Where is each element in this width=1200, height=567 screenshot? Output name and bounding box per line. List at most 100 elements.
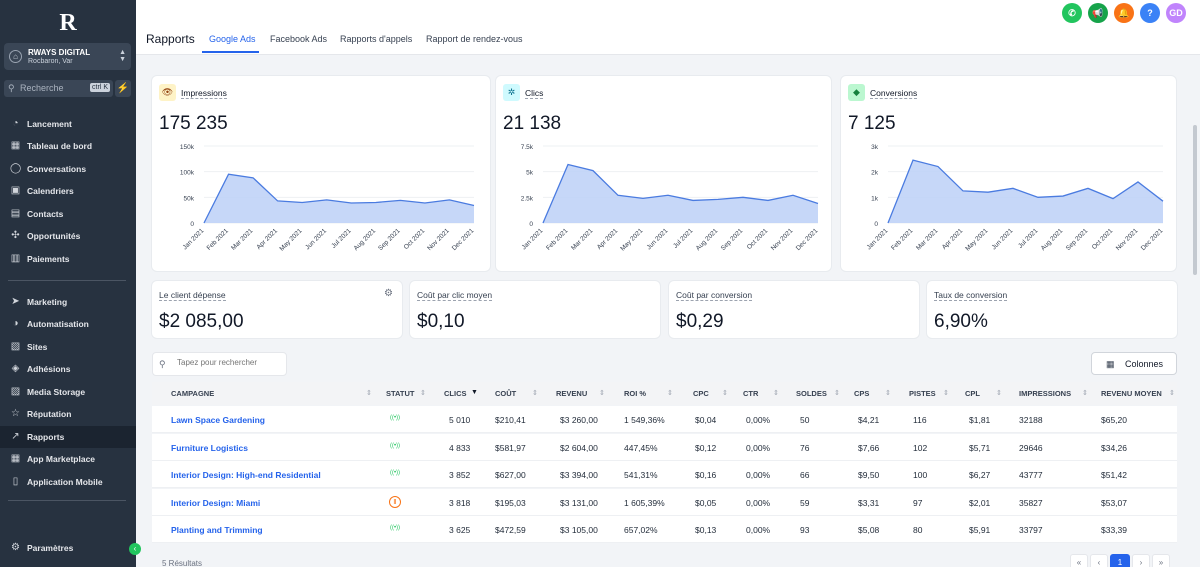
marketplace-icon: ▦	[10, 453, 21, 464]
sort-icon[interactable]: ⇕	[667, 390, 673, 397]
sort-icon[interactable]: ⇕	[366, 390, 372, 397]
x-tick-label: Dec 2021	[1140, 227, 1165, 252]
table-row[interactable]: Planting and Trimming ((•)) 3 625 $472,59 $3…	[152, 516, 1177, 543]
sidebar-item-label: Opportunités	[27, 231, 81, 241]
sidebar-item-sites[interactable]: ▧ Sites	[0, 336, 136, 358]
sort-icon[interactable]: ⇕	[834, 390, 840, 397]
tab-facebook-ads[interactable]: Facebook Ads	[270, 34, 328, 44]
sidebar-item-lancement[interactable]: ◔ Lancement	[0, 113, 136, 135]
header-avg-revenue[interactable]: REVENU MOYEN	[1101, 389, 1162, 398]
table-cell-revenu-moyen: $65,20	[1101, 415, 1127, 425]
table-cell-roi-: 541,31%	[624, 470, 658, 480]
sidebar-item-tableau-de-bord[interactable]: ▦ Tableau de bord	[0, 135, 136, 157]
sort-icon[interactable]: ⇕	[885, 390, 891, 397]
avatar[interactable]: GD	[1166, 3, 1186, 23]
client-spend-label[interactable]: Le client dépense	[159, 290, 226, 301]
header-cpc[interactable]: CPC	[693, 389, 709, 398]
table-cell-roi-: 1 549,36%	[624, 415, 665, 425]
header-roi[interactable]: ROI %	[624, 389, 647, 398]
header-status[interactable]: STATUT	[386, 389, 415, 398]
pagination-next[interactable]: ›	[1132, 554, 1150, 567]
table-search-input[interactable]	[177, 358, 282, 367]
sort-icon[interactable]: ⇕	[773, 390, 779, 397]
sidebar-item-conversations[interactable]: ◯ Conversations	[0, 158, 136, 180]
header-clicks[interactable]: CLICS	[444, 389, 467, 398]
quick-action-bolt-icon[interactable]: ⚡	[115, 80, 131, 97]
opportunities-icon: ✣	[11, 230, 20, 241]
bell-icon[interactable]: 🔔	[1114, 3, 1134, 23]
sidebar-item-calendriers[interactable]: ▣ Calendriers	[0, 180, 136, 202]
pagination-last[interactable]: »	[1152, 554, 1170, 567]
sort-icon[interactable]: ⇕	[722, 390, 728, 397]
sidebar-item-rapports[interactable]: ↗ Rapports	[0, 426, 136, 448]
phone-icon[interactable]: ✆	[1062, 3, 1082, 23]
header-leads[interactable]: PISTES	[909, 389, 936, 398]
pagination-prev[interactable]: ‹	[1090, 554, 1108, 567]
header-campaign[interactable]: CAMPAGNE	[171, 389, 215, 398]
sort-icon[interactable]: ⇕	[996, 390, 1002, 397]
conversion-rate-label[interactable]: Taux de conversion	[934, 290, 1008, 301]
pagination-first[interactable]: «	[1070, 554, 1088, 567]
sidebar-item-marketing[interactable]: ➤ Marketing	[0, 291, 136, 313]
collapse-sidebar-button[interactable]: ‹	[129, 543, 141, 555]
avg-cpc-label[interactable]: Coût par clic moyen	[417, 290, 493, 301]
account-switcher[interactable]: ⌂ RWAYS DIGITAL Rocbaron, Var ▲ ▼	[4, 43, 131, 70]
megaphone-icon[interactable]: 📢	[1088, 3, 1108, 23]
sidebar-item-automatisation[interactable]: ◑ Automatisation	[0, 313, 136, 335]
header-cpl[interactable]: CPL	[965, 389, 980, 398]
automation-icon: ◑	[12, 318, 19, 329]
sidebar-item-opportunit-s[interactable]: ✣ Opportunités	[0, 225, 136, 247]
sidebar-item-paiements[interactable]: ▥ Paiements	[0, 248, 136, 270]
table-row[interactable]: Interior Design: High-end Residential ((•…	[152, 461, 1177, 488]
sidebar-item-app-marketplace[interactable]: ▦ App Marketplace	[0, 448, 136, 470]
chevron-updown-icon: ▲ ▼	[119, 49, 126, 63]
sort-icon[interactable]: ⇕	[532, 390, 538, 397]
table-cell-cps: $4,21	[858, 415, 880, 425]
header-revenue[interactable]: REVENU	[556, 389, 588, 398]
app-logo[interactable]: R	[59, 10, 77, 36]
gear-icon[interactable]: ⚙	[384, 288, 393, 299]
campaign-name-link[interactable]: Furniture Logistics	[171, 442, 248, 453]
campaign-name-link[interactable]: Planting and Trimming	[171, 525, 263, 535]
conversions-label[interactable]: Conversions	[870, 88, 918, 99]
sidebar-item-label: Tableau de bord	[27, 141, 93, 151]
sort-icon[interactable]: ⇕	[420, 390, 426, 397]
sidebar-item-media-storage[interactable]: ▨ Media Storage	[0, 381, 136, 403]
table-row[interactable]: Interior Design: Miami Ⅱ 3 818 $195,03 $3 13…	[152, 488, 1177, 516]
help-icon[interactable]: ?	[1140, 3, 1160, 23]
x-tick-label: May 2021	[278, 227, 303, 252]
cost-per-conversion-card: Coût par conversion $0,29	[669, 281, 919, 338]
campaign-name-link[interactable]: Interior Design: High-end Residential	[171, 470, 321, 480]
table-cell-cpl: $2,01	[969, 497, 991, 508]
sidebar-item-contacts[interactable]: ▤ Contacts	[0, 203, 136, 225]
sort-icon[interactable]: ⇕	[1169, 390, 1175, 397]
sort-icon[interactable]: ⇕	[1082, 390, 1088, 397]
header-ctr[interactable]: CTR	[743, 389, 759, 398]
table-row[interactable]: Lawn Space Gardening ((•)) 5 010 $210,41 $3 …	[152, 406, 1177, 433]
header-impressions[interactable]: IMPRESSIONS	[1019, 389, 1072, 398]
clicks-label[interactable]: Clics	[525, 88, 544, 99]
sidebar-item-r-putation[interactable]: ☆ Réputation	[0, 403, 136, 425]
sort-icon[interactable]: ⇕	[599, 390, 605, 397]
page-scrollbar[interactable]	[1193, 125, 1197, 275]
sidebar-item-settings[interactable]: ⚙ Paramètres	[0, 537, 136, 559]
sort-icon[interactable]: ⇕	[943, 390, 949, 397]
table-row[interactable]: Furniture Logistics ((•)) 4 833 $581,97 $2 6…	[152, 433, 1177, 461]
sidebar-item-adh-sions[interactable]: ◈ Adhésions	[0, 358, 136, 380]
sort-desc-icon[interactable]: ▼	[471, 389, 478, 396]
tab-call-reports[interactable]: Rapports d'appels	[340, 34, 413, 44]
columns-button[interactable]: ▦ Colonnes	[1091, 352, 1177, 375]
tab-google-ads[interactable]: Google Ads	[209, 34, 256, 44]
impressions-label[interactable]: Impressions	[181, 88, 227, 99]
cost-per-conversion-label[interactable]: Coût par conversion	[676, 290, 753, 301]
pagination-current[interactable]: 1	[1110, 554, 1130, 567]
sidebar-search[interactable]: ⚲ Recherche ctrl K	[4, 80, 113, 97]
tab-appointment-report[interactable]: Rapport de rendez-vous	[426, 34, 523, 44]
header-cps[interactable]: CPS	[854, 389, 870, 398]
header-sales[interactable]: SOLDES	[796, 389, 827, 398]
sidebar-item-application-mobile[interactable]: ▯ Application Mobile	[0, 471, 136, 493]
campaign-name-link[interactable]: Interior Design: Miami	[171, 497, 261, 508]
header-cost[interactable]: COÛT	[495, 389, 517, 398]
table-cell-soldes: 50	[800, 415, 810, 425]
campaign-name-link[interactable]: Lawn Space Gardening	[171, 415, 265, 425]
